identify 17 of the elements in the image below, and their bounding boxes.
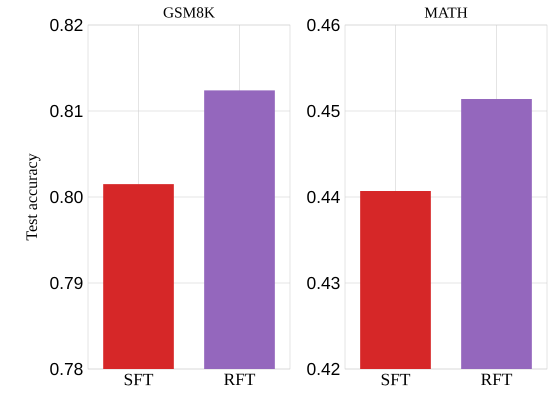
y-tick-label: 0.82 <box>50 18 82 32</box>
x-tick-label: RFT <box>224 374 256 386</box>
chart-title: MATH <box>424 8 468 18</box>
x-tick-label: RFT <box>481 374 512 386</box>
y-tick-label: 0.46 <box>307 18 340 32</box>
y-tick-label: 0.79 <box>50 276 82 290</box>
y-tick-label: 0.80 <box>50 190 83 204</box>
y-tick-label: 0.44 <box>307 190 340 204</box>
y-tick-label: 0.45 <box>307 104 340 118</box>
y-tick-label: 0.42 <box>307 362 340 376</box>
y-tick-label: 0.43 <box>307 276 340 290</box>
chart-title: GSM8K <box>164 7 215 18</box>
y-tick-label: 0.78 <box>50 362 83 376</box>
y-axis-title: Test accuracy <box>26 153 40 240</box>
x-tick-label: SFT <box>124 374 154 386</box>
y-tick-label: 0.81 <box>50 104 82 118</box>
x-tick-label: SFT <box>382 374 410 386</box>
